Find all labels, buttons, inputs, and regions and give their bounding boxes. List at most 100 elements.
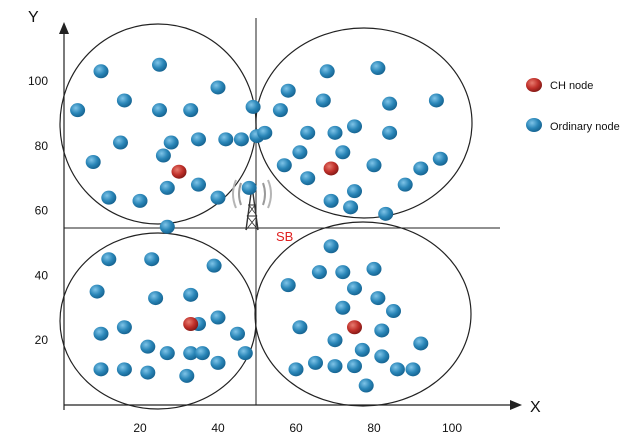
y-tick-label: 20 (35, 333, 49, 347)
y-axis-name: Y (28, 9, 39, 26)
ordinary-node (257, 125, 273, 140)
ordinary-node (210, 190, 226, 205)
ordinary-node (288, 362, 304, 377)
ordinary-node (347, 119, 362, 134)
ordinary-node (370, 291, 386, 306)
ordinary-node (206, 258, 222, 273)
ordinary-node (183, 287, 199, 302)
ordinary-node (93, 64, 109, 79)
ordinary-node (101, 252, 117, 267)
ordinary-node (191, 132, 206, 147)
ordinary-node (210, 80, 226, 95)
ordinary-node (354, 342, 370, 357)
ordinary-node (245, 99, 261, 114)
ordinary-node (116, 362, 132, 377)
ordinary-node (116, 93, 132, 108)
cluster-circle-bottom-left (59, 232, 257, 410)
ordinary-node (241, 180, 257, 195)
ordinary-node (159, 346, 175, 361)
ordinary-node (366, 158, 382, 173)
legend-ch-label: CH node (550, 80, 593, 92)
ordinary-node (276, 158, 292, 173)
ordinary-node (335, 145, 351, 160)
ordinary-node (233, 132, 249, 147)
ordinary-node (327, 359, 343, 374)
ordinary-node (374, 323, 390, 338)
ordinary-node (89, 284, 105, 299)
x-tick-label: 20 (133, 421, 147, 434)
ordinary-node (378, 206, 394, 221)
ordinary-node (148, 291, 164, 306)
ordinary-node (413, 336, 429, 351)
ordinary-node (358, 378, 374, 393)
x-axis-name: X (530, 399, 541, 416)
ordinary-node (319, 64, 335, 79)
ordinary-node (132, 193, 148, 208)
legend-ordinary-marker (526, 118, 542, 132)
x-axis-arrow (510, 400, 522, 410)
ordinary-node (159, 219, 175, 234)
ordinary-node (323, 239, 339, 254)
ordinary-node (347, 359, 362, 374)
sensor-nodes (70, 57, 448, 393)
ordinary-node (292, 320, 308, 335)
ordinary-node (370, 61, 386, 76)
ordinary-node (218, 132, 234, 147)
ordinary-node (179, 368, 195, 383)
ordinary-node (389, 362, 405, 377)
ordinary-node (152, 57, 167, 72)
y-axis-arrow (59, 22, 69, 34)
ordinary-node (280, 278, 296, 293)
y-tick-label: 40 (35, 268, 49, 282)
y-tick-label: 60 (35, 204, 49, 218)
ordinary-node (405, 362, 421, 377)
x-tick-labels: 20 40 60 80 100 (133, 421, 462, 434)
ch-node (171, 164, 187, 179)
ordinary-node (300, 171, 316, 186)
ordinary-node (386, 304, 401, 319)
cluster-circle-top-left (59, 23, 257, 225)
ordinary-node (210, 310, 226, 325)
ordinary-node (70, 103, 86, 118)
ordinary-node (315, 93, 331, 108)
ordinary-node (183, 103, 199, 118)
ordinary-node (163, 135, 179, 150)
ordinary-node (397, 177, 413, 192)
ch-node (323, 161, 339, 176)
ordinary-node (335, 300, 351, 315)
ordinary-node (93, 362, 109, 377)
cluster-circles (59, 23, 473, 410)
ordinary-node (323, 193, 339, 208)
ordinary-node (428, 93, 444, 108)
quadrant-dividers (64, 18, 500, 405)
ordinary-node (101, 190, 117, 205)
x-tick-label: 60 (289, 421, 303, 434)
ordinary-node (280, 83, 296, 98)
ordinary-node (230, 326, 245, 341)
ordinary-node (140, 339, 156, 354)
ordinary-node (432, 151, 448, 166)
sink-label: SB (276, 229, 293, 244)
ordinary-node (93, 326, 109, 341)
ordinary-node (308, 355, 323, 370)
ordinary-node (140, 365, 156, 380)
ordinary-node (327, 125, 343, 140)
y-tick-labels: 20 40 60 80 100 (28, 74, 48, 347)
cluster-circle-top-right (255, 27, 473, 219)
ordinary-node (311, 265, 327, 280)
ordinary-node (347, 281, 362, 296)
ordinary-node (374, 349, 390, 364)
ordinary-node (237, 346, 253, 361)
ordinary-node (159, 180, 175, 195)
legend-ordinary-label: Ordinary node (550, 121, 620, 133)
legend-ch-marker (526, 78, 542, 92)
ordinary-node (113, 135, 128, 150)
cluster-circle-bottom-right (254, 221, 472, 407)
legend: CH node Ordinary node (526, 78, 620, 133)
ch-node (347, 320, 362, 335)
ordinary-node (366, 261, 382, 276)
ordinary-node (335, 265, 351, 280)
ordinary-node (347, 184, 362, 199)
ordinary-node (300, 125, 316, 140)
